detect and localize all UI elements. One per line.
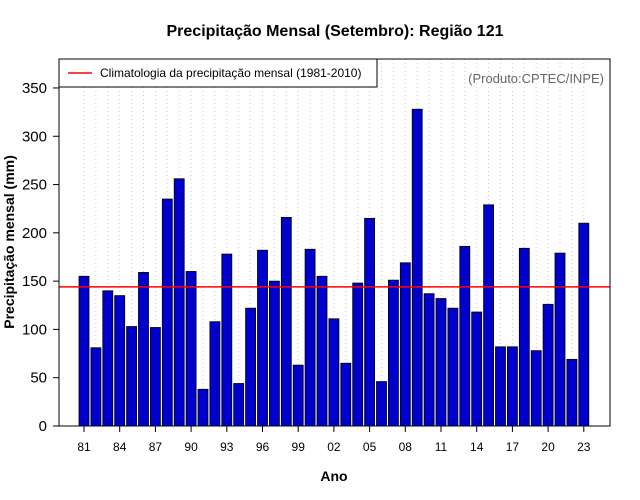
x-tick-label-84: 84 [113,440,127,454]
x-tick-label-96: 96 [256,440,270,454]
bar-2020 [542,303,554,427]
y-axis-label: Precipitação mensal (mm) [1,155,17,329]
x-tick-label-02: 02 [327,440,341,454]
x-tick-label-23: 23 [577,440,591,454]
legend-label: Climatologia da precipitação mensal (198… [100,66,361,80]
bar-1994 [233,383,245,427]
y-tick-label-150: 150 [22,273,47,290]
bar-2011 [435,298,447,427]
bar-1997 [268,280,280,427]
x-tick-label-14: 14 [470,440,484,454]
y-tick-label-300: 300 [22,128,47,145]
y-tick-label-50: 50 [30,370,47,387]
x-tick-label-17: 17 [506,440,520,454]
bar-2017 [506,346,518,427]
bar-1983 [102,290,114,427]
bar-2019 [530,350,542,427]
bar-1998 [280,216,292,427]
bar-2009 [411,108,423,427]
bar-2021 [554,252,566,427]
credit-text: (Produto:CPTEC/INPE) [468,71,604,86]
bar-1988 [161,198,173,427]
y-axis: 0 50 100 150 200 250 300 350 [22,80,59,435]
bar-2013 [459,245,471,427]
x-axis: 81 84 87 90 93 96 99 02 05 08 11 14 17 20 23 [77,426,591,454]
bar-2007 [387,279,399,427]
bar-2012 [447,307,459,427]
bar-2023 [578,222,590,427]
x-tick-label-99: 99 [292,440,306,454]
x-tick-label-20: 20 [541,440,555,454]
bar-1991 [197,388,209,427]
x-tick-label-93: 93 [220,440,234,454]
bar-2004 [352,282,364,427]
x-tick-label-81: 81 [77,440,91,454]
bar-1985 [126,326,137,427]
bar-1986 [138,272,149,427]
bar-1995 [245,307,257,427]
legend-box [58,58,378,88]
bar-1989 [173,178,185,427]
bar-2006 [376,381,387,427]
bar-1993 [221,253,233,427]
bar-2002 [328,318,340,427]
bar-1981 [78,275,90,427]
y-tick-label-350: 350 [22,80,47,97]
bar-2001 [316,275,328,427]
bar-2015 [483,204,495,427]
x-tick-label-11: 11 [435,440,448,454]
x-tick-label-05: 05 [363,440,377,454]
bar-2014 [471,311,483,427]
bar-2018 [518,247,530,427]
bars [78,108,590,427]
bar-1999 [292,364,304,427]
bar-2003 [340,362,352,427]
y-tick-label-200: 200 [22,225,47,242]
bar-1987 [149,327,161,427]
bar-2000 [304,248,316,427]
chart-title: Precipitação Mensal (Setembro): Região 1… [167,23,504,40]
x-axis-label: Ano [320,468,347,484]
x-tick-label-87: 87 [149,440,163,454]
bar-2010 [423,293,435,427]
bar-1984 [114,295,126,427]
bar-1982 [90,347,102,427]
bar-2022 [566,358,578,427]
bar-2005 [364,217,376,427]
bar-2016 [495,346,506,427]
x-tick-label-08: 08 [399,440,413,454]
y-tick-label-100: 100 [22,321,47,338]
bar-1992 [209,321,221,427]
x-tick-label-90: 90 [184,440,198,454]
y-tick-label-0: 0 [39,418,47,435]
y-tick-label-250: 250 [22,177,47,194]
legend: Climatologia da precipitação mensal (198… [58,58,378,88]
bar-1990 [185,271,197,427]
bar-1996 [257,249,268,427]
